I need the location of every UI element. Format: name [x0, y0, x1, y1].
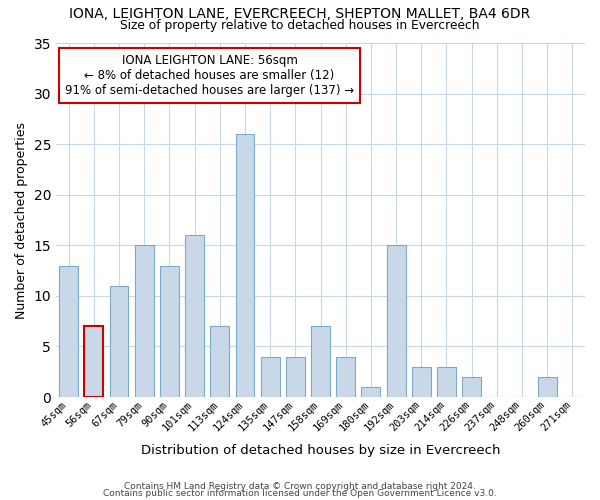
Bar [538, 377, 557, 397]
Bar [311, 326, 330, 397]
Bar [260, 356, 280, 397]
Bar [386, 246, 406, 397]
Bar [110, 286, 128, 397]
Text: Contains public sector information licensed under the Open Government Licence v3: Contains public sector information licen… [103, 489, 497, 498]
Bar [135, 246, 154, 397]
Text: Size of property relative to detached houses in Evercreech: Size of property relative to detached ho… [120, 18, 480, 32]
Bar [85, 326, 103, 397]
Y-axis label: Number of detached properties: Number of detached properties [15, 122, 28, 318]
Bar [185, 235, 204, 397]
Text: IONA LEIGHTON LANE: 56sqm
← 8% of detached houses are smaller (12)
91% of semi-d: IONA LEIGHTON LANE: 56sqm ← 8% of detach… [65, 54, 354, 96]
Bar [59, 266, 78, 397]
Bar [437, 366, 456, 397]
Bar [462, 377, 481, 397]
Text: IONA, LEIGHTON LANE, EVERCREECH, SHEPTON MALLET, BA4 6DR: IONA, LEIGHTON LANE, EVERCREECH, SHEPTON… [70, 8, 530, 22]
Bar [361, 387, 380, 397]
X-axis label: Distribution of detached houses by size in Evercreech: Distribution of detached houses by size … [141, 444, 500, 458]
Bar [286, 356, 305, 397]
Text: Contains HM Land Registry data © Crown copyright and database right 2024.: Contains HM Land Registry data © Crown c… [124, 482, 476, 491]
Bar [211, 326, 229, 397]
Bar [412, 366, 431, 397]
Bar [236, 134, 254, 397]
Bar [160, 266, 179, 397]
Bar [336, 356, 355, 397]
